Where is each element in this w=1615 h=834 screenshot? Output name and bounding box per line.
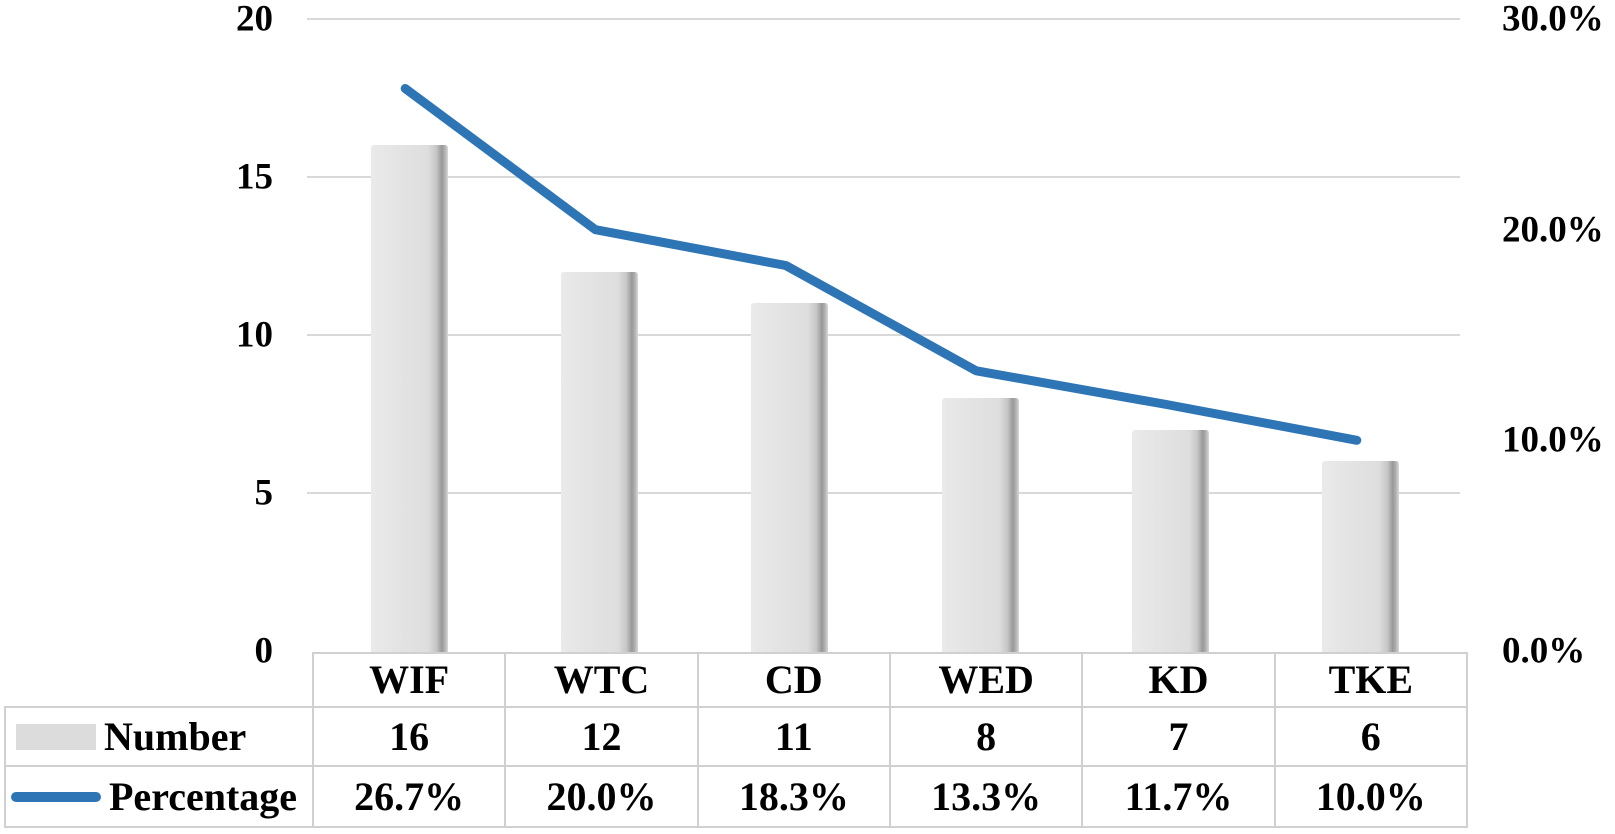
category-cell: WED (888, 652, 1084, 708)
left-axis-tick: 5 (254, 472, 274, 514)
number-value-cell: 8 (888, 706, 1084, 767)
percentage-value-cell: 13.3% (888, 765, 1084, 828)
percentage-value-cell: 20.0% (504, 765, 699, 828)
category-cell: KD (1081, 652, 1276, 708)
right-axis-tick: 30.0% (1502, 0, 1604, 40)
gridline (307, 334, 1460, 336)
gridline (307, 18, 1460, 20)
legend-label: Number (104, 713, 247, 759)
right-axis-tick: 0.0% (1502, 630, 1586, 672)
bar-tke (1322, 461, 1400, 652)
bar-kd (1132, 429, 1209, 652)
number-value-cell: 12 (504, 706, 699, 767)
bar-wtc (561, 271, 638, 652)
right-axis-tick: 20.0% (1502, 209, 1604, 251)
bar-wif (370, 145, 448, 652)
gridline (307, 176, 1460, 178)
percentage-line (400, 84, 1362, 445)
percentage-value-cell: 11.7% (1081, 765, 1276, 828)
line-swatch-icon (11, 791, 101, 802)
number-value-cell: 16 (311, 706, 507, 767)
number-value-cell: 7 (1081, 706, 1276, 767)
percentage-value-cell: 18.3% (696, 765, 891, 828)
category-cell: CD (696, 652, 891, 708)
number-value-cell: 11 (696, 706, 891, 767)
percentage-value-cell: 26.7% (311, 765, 507, 828)
category-cell: TKE (1273, 652, 1468, 708)
bar-swatch-icon (16, 723, 96, 750)
left-axis-tick: 20 (236, 0, 273, 40)
left-axis-tick: 10 (236, 314, 273, 356)
left-axis-tick: 15 (236, 156, 273, 198)
left-axis-tick: 0 (254, 630, 274, 672)
legend-label: Percentage (109, 773, 298, 819)
right-axis-tick: 10.0% (1502, 419, 1604, 461)
gridline (307, 492, 1460, 494)
number-value-cell: 6 (1273, 706, 1468, 767)
category-cell: WTC (504, 652, 699, 708)
bar-wed (941, 398, 1019, 652)
legend-cell-percentage: Percentage (4, 765, 314, 828)
bar-cd (751, 303, 829, 652)
legend-cell-number: Number (4, 706, 314, 767)
percentage-value-cell: 10.0% (1273, 765, 1468, 828)
data-table: WIF WTC CD WED KD TKE Number 16 12 11 8 7 6 Percentag… (4, 652, 1468, 828)
category-cell: WIF (311, 652, 507, 708)
